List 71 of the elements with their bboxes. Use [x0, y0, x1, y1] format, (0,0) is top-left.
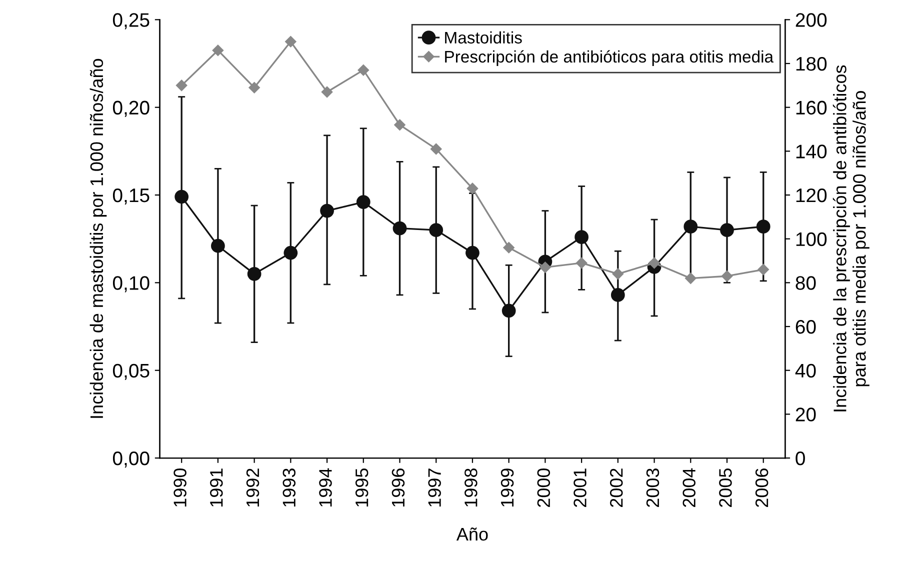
legend-label: Mastoiditis — [445, 31, 522, 44]
point — [284, 246, 298, 260]
point — [321, 86, 333, 98]
point — [211, 238, 225, 253]
point — [574, 230, 589, 244]
y2-tick-label: 0 — [796, 452, 805, 466]
point — [392, 221, 407, 236]
y2-tick-label: 80 — [796, 276, 816, 290]
y-tick-label: 0,10 — [112, 276, 150, 292]
x-tick-label: 2006 — [755, 468, 768, 508]
point — [466, 246, 480, 260]
x-tick-label: 1996 — [392, 468, 405, 507]
point — [320, 204, 334, 218]
legend-label: Prescripción de antibióticos para otitis media — [445, 50, 774, 66]
y-tick-label: 0,15 — [112, 188, 150, 205]
point — [612, 268, 624, 280]
x-tick-label: 2001 — [574, 468, 586, 508]
y-axis-title: Incidencia de mastoiditis por 1.000 niños/año — [90, 58, 107, 418]
point — [212, 44, 224, 56]
point — [576, 257, 588, 269]
x-tick-label: 1998 — [464, 468, 478, 507]
point — [503, 242, 514, 254]
point — [648, 257, 660, 269]
point — [176, 80, 188, 92]
x-tick-label: 2004 — [682, 468, 696, 508]
y-tick-label: 0,25 — [112, 13, 150, 30]
point — [247, 266, 262, 281]
point — [248, 82, 260, 94]
y-tick-label: 0,00 — [112, 452, 150, 468]
point — [285, 36, 296, 48]
y2-tick-label: 60 — [796, 320, 816, 334]
point — [358, 64, 369, 76]
point — [502, 304, 516, 318]
y2-tick-label: 40 — [795, 364, 816, 378]
point — [356, 195, 370, 209]
x-tick-label: 1993 — [282, 468, 296, 507]
x-tick-label: 2002 — [610, 468, 623, 508]
point — [429, 223, 444, 238]
point — [540, 262, 551, 273]
x-tick-label: 2003 — [646, 468, 660, 508]
y-tick-label: 0,20 — [112, 100, 150, 117]
y2-tick-label: 180 — [796, 56, 827, 71]
x-tick-label: 1997 — [428, 468, 441, 507]
x-axis-title: Año — [456, 527, 488, 541]
point — [430, 143, 442, 155]
x-tick-label: 1990 — [174, 468, 186, 507]
x-tick-label: 1994 — [319, 468, 332, 507]
y2-tick-label: 200 — [796, 13, 827, 27]
point — [466, 182, 478, 194]
point — [756, 220, 770, 234]
point — [174, 190, 189, 204]
x-tick-label: 1995 — [355, 468, 368, 507]
y2-tick-label: 140 — [796, 144, 827, 158]
point — [610, 288, 625, 302]
x-tick-label: 1992 — [246, 468, 260, 507]
y2-tick-label: 20 — [796, 408, 816, 422]
point — [758, 264, 769, 276]
x-tick-label: 2000 — [537, 468, 550, 508]
y2-axis-title: Incidencia de la prescripción de antibióticos para otitis media por 1.000 niños/año — [832, 65, 870, 412]
y-tick-label: 0,05 — [112, 364, 150, 380]
x-tick-label: 1991 — [210, 468, 223, 507]
point — [685, 272, 696, 284]
x-tick-label: 2005 — [719, 468, 732, 508]
y2-tick-label: 100 — [796, 232, 827, 246]
y2-tick-label: 120 — [796, 188, 827, 202]
y2-tick-label: 160 — [796, 100, 827, 115]
x-tick-label: 1999 — [500, 468, 514, 507]
point — [720, 223, 734, 238]
point — [394, 119, 406, 130]
point — [684, 220, 698, 234]
point — [721, 270, 733, 282]
